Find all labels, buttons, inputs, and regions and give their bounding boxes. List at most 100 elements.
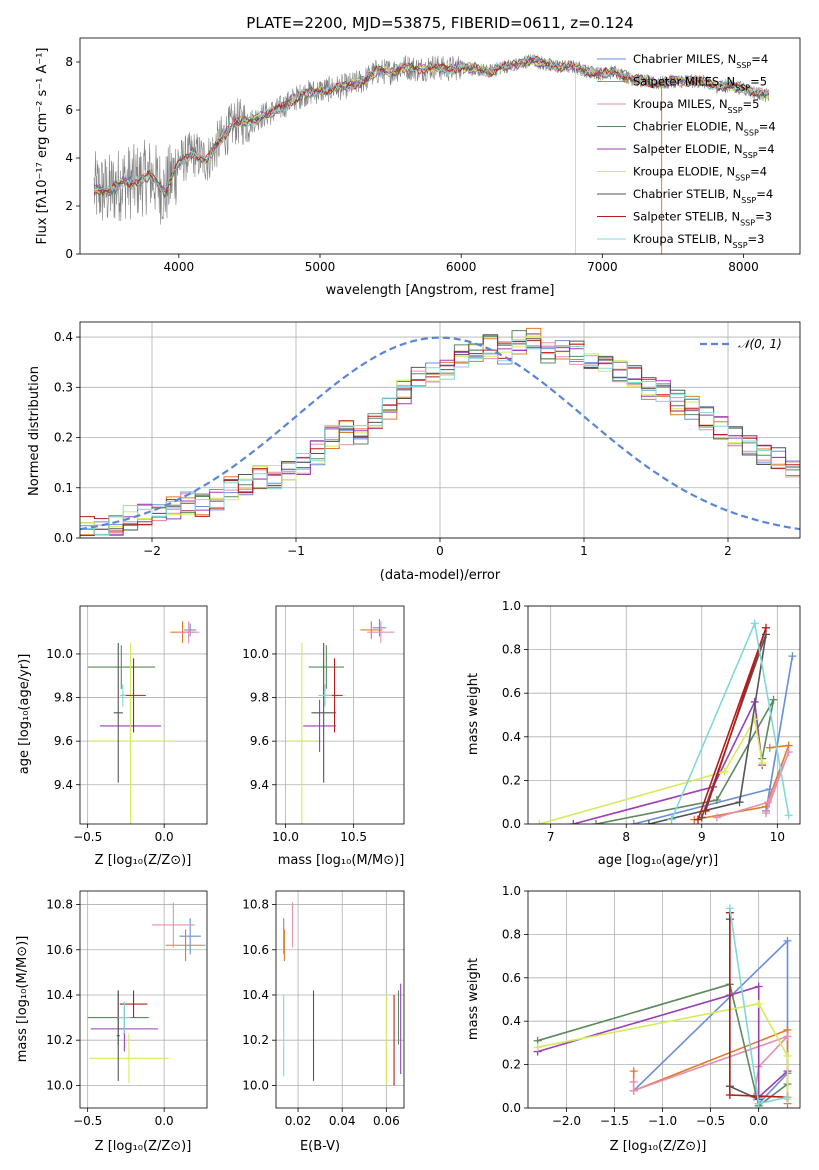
errorbar-point (87, 645, 155, 689)
errorbar-point (177, 621, 200, 644)
x-tick-label: −0.5 (696, 1114, 725, 1128)
x-tick-label: 7000 (587, 260, 618, 274)
y-tick-label: 9.8 (250, 691, 269, 705)
x-tick-label: −1.0 (648, 1114, 677, 1128)
x-tick-label: 7 (547, 830, 555, 844)
plus-marker (758, 758, 767, 767)
age-mass-xlabel: mass [log₁₀(M/M⊙)] (278, 853, 405, 868)
axes-frame (275, 890, 405, 1109)
y-tick-label: 0.6 (502, 686, 521, 700)
plus-marker (701, 806, 710, 815)
plus-marker (754, 1099, 763, 1108)
plus-marker (667, 815, 676, 824)
errorbar-point (113, 643, 123, 783)
mw-z-panel: −2.0 −1.5 −1.0 −0.5 0.0 0.0 0.2 0.4 0.6 0.8 1.0 (502, 884, 801, 1128)
plot-area (80, 327, 800, 536)
errorbar-point (360, 621, 383, 639)
plus-marker (765, 743, 774, 752)
errorbar-point (118, 1001, 131, 1034)
histogram-ylabel: Normed distribution (27, 366, 42, 496)
axes: 10.0 10.5 9.4 9.6 9.8 10.0 (242, 605, 405, 844)
plot-area (288, 619, 395, 824)
y-tick-label: 1.0 (502, 884, 521, 898)
mass-weight-line (573, 699, 763, 824)
plus-marker (764, 798, 773, 807)
y-tick-label: 0.2 (502, 773, 521, 787)
plus-marker (784, 748, 793, 757)
spectrum-panel: 4000 5000 6000 7000 8000 0 2 4 6 8 Chabrier MILES,… (65, 37, 801, 274)
mw-z-xlabel: Z [log₁₀(Z/Z⊙)] (610, 1139, 707, 1154)
mass-z-ylabel: mass [log₁₀(M/M⊙)] (15, 936, 30, 1063)
y-tick-label: 0.0 (502, 1101, 521, 1115)
axes: 0.02 0.04 0.06 10.0 10.2 10.4 10.6 10.8 (242, 890, 405, 1128)
x-tick-label: 1 (580, 544, 588, 558)
mass-ebv-xlabel: E(B-V) (300, 1139, 340, 1154)
spectrum-legend: Chabrier MILES, NSSP=4 Salpeter MILES, NS… (597, 52, 776, 250)
mw-z-ylabel: mass weight (466, 958, 481, 1040)
legend-label: 𝒩(0, 1) (738, 337, 782, 351)
legend-label: Salpeter MILES, NSSP=5 (633, 75, 767, 93)
axes-frame (79, 890, 208, 1109)
mass-ebv-panel: 0.02 0.04 0.06 10.0 10.2 10.4 10.6 10.8 (242, 890, 405, 1128)
errorbar-point (165, 929, 206, 962)
legend-label: Kroupa MILES, NSSP=5 (633, 97, 759, 115)
y-tick-label: 1.0 (502, 599, 521, 613)
y-tick-label: 10.4 (46, 988, 73, 1002)
mass-weight-line (537, 983, 788, 1108)
histogram-steps (80, 339, 800, 535)
y-tick-label: 0.0 (502, 817, 521, 831)
mw-age-xlabel: age [log₁₀(age/yr)] (598, 853, 719, 868)
histogram-legend: 𝒩(0, 1) (700, 337, 782, 351)
plus-marker (735, 798, 744, 807)
x-tick-label: 0 (436, 544, 444, 558)
errorbar-point (372, 619, 387, 637)
errorbar-point (318, 684, 332, 707)
age-z-panel: −0.5 0.0 9.4 9.6 9.8 10.0 (46, 605, 208, 844)
y-tick-label: 9.6 (250, 734, 269, 748)
mass-weight-line (539, 717, 763, 824)
x-tick-label: 0.06 (373, 1114, 400, 1128)
plus-marker (762, 623, 770, 632)
plus-marker (712, 796, 721, 805)
y-tick-label: 10.0 (242, 1078, 269, 1092)
x-tick-label: 8000 (728, 260, 759, 274)
model-spectrum (93, 55, 770, 195)
x-tick-label: 10.5 (340, 830, 367, 844)
x-tick-label: 10.0 (272, 830, 299, 844)
errorbar-point (308, 645, 345, 689)
axes-frame (79, 605, 208, 825)
mass-weight-line (537, 1002, 789, 1100)
mass-z-panel: −0.5 0.0 10.0 10.2 10.4 10.6 10.8 (46, 890, 208, 1128)
y-tick-label: 10.0 (242, 647, 269, 661)
spectrum-xlabel: wavelength [Angstrom, rest frame] (326, 283, 555, 298)
x-tick-label: 0.02 (285, 1114, 312, 1128)
plus-marker (694, 815, 702, 824)
mass-weight-line (716, 751, 790, 819)
legend-label: Kroupa STELIB, NSSP=3 (633, 232, 764, 250)
errorbar-point (311, 643, 336, 783)
y-tick-label: 9.4 (250, 778, 269, 792)
y-tick-label: 4 (65, 151, 73, 165)
axes: −0.5 0.0 10.0 10.2 10.4 10.6 10.8 (46, 890, 208, 1128)
mass-z-xlabel: Z [log₁₀(Z/Z⊙)] (95, 1139, 192, 1154)
errorbar-point (179, 918, 201, 955)
y-tick-label: 10.0 (46, 1078, 73, 1092)
y-tick-label: 10.6 (242, 943, 269, 957)
y-tick-label: 10.2 (242, 1033, 269, 1047)
y-tick-label: 8 (65, 55, 73, 69)
plot-area (533, 904, 792, 1108)
axes: 7 8 9 10 0.0 0.2 0.4 0.6 0.8 1.0 (502, 599, 801, 844)
histogram-steps (80, 333, 800, 531)
x-tick-label: 5000 (305, 260, 336, 274)
plus-marker (533, 1043, 542, 1052)
x-tick-label: −0.5 (73, 830, 102, 844)
plus-marker (720, 767, 729, 776)
plus-marker (750, 619, 759, 628)
y-tick-label: 0.8 (502, 643, 521, 657)
legend-label: Salpeter STELIB, NSSP=3 (633, 210, 772, 228)
x-tick-label: −2.0 (552, 1114, 581, 1128)
x-tick-label: 0.04 (329, 1114, 356, 1128)
y-tick-label: 0.8 (502, 927, 521, 941)
axes-frame (527, 605, 801, 825)
